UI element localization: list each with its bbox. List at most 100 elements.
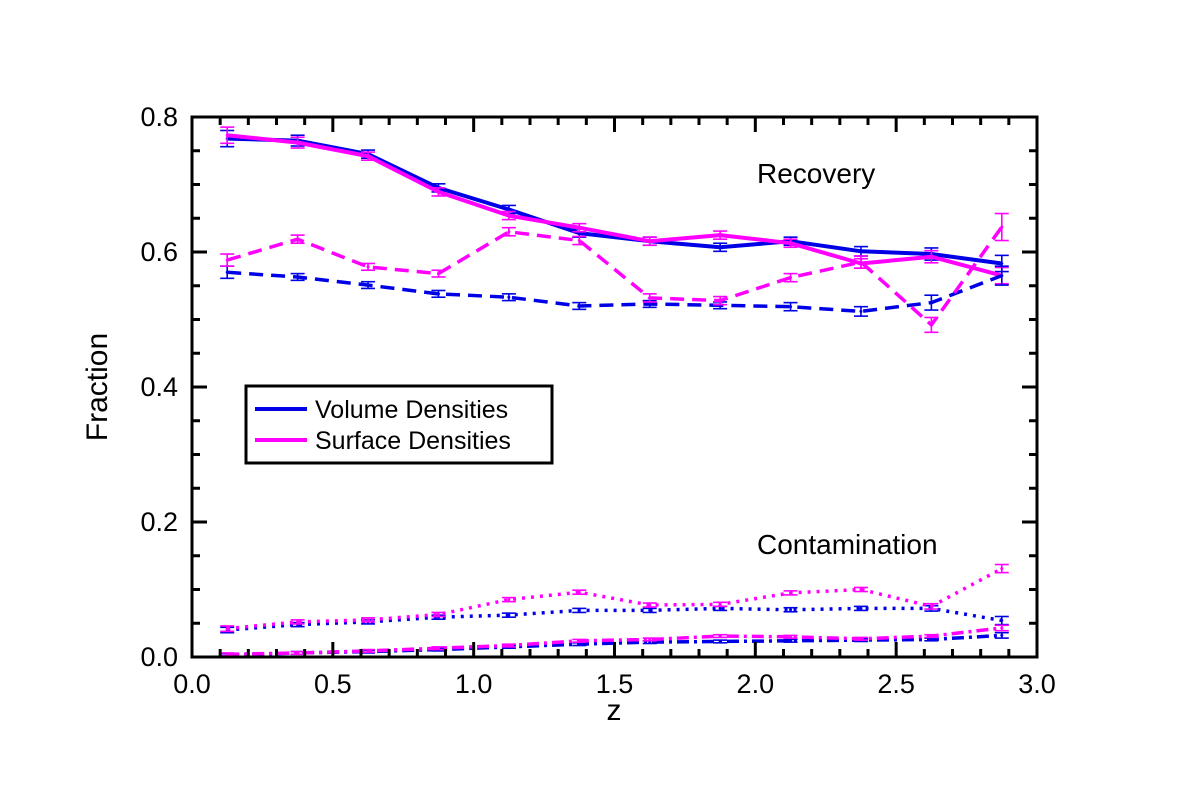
data-point — [859, 606, 863, 610]
series-1-solid — [220, 126, 1009, 285]
data-point — [436, 272, 440, 276]
legend-box — [244, 384, 554, 465]
data-point — [507, 613, 511, 617]
data-point — [296, 275, 300, 279]
data-point — [648, 302, 652, 306]
x-tick-label: 0.5 — [314, 669, 352, 699]
series-2-dashed — [220, 265, 1009, 317]
data-point — [789, 305, 793, 309]
contamination-annotation: Contamination — [757, 529, 938, 560]
x-tick-label: 2.5 — [877, 669, 915, 699]
data-point — [789, 276, 793, 280]
data-point — [225, 627, 229, 631]
data-point — [225, 652, 229, 656]
data-point — [859, 260, 863, 264]
y-tick-label: 0.4 — [140, 372, 178, 402]
legend-label-volume: Volume Densities — [315, 396, 508, 424]
series-line — [227, 606, 1003, 632]
data-point — [648, 239, 652, 243]
data-point — [366, 283, 370, 287]
data-point — [648, 608, 652, 612]
data-point — [929, 255, 933, 259]
data-point — [1000, 274, 1004, 278]
data-point — [577, 639, 581, 643]
data-point — [577, 304, 581, 308]
data-point — [859, 309, 863, 313]
data-point — [577, 226, 581, 230]
legend-label-surface: Surface Densities — [315, 427, 511, 455]
data-point — [296, 620, 300, 624]
data-point — [718, 602, 722, 606]
data-point — [366, 649, 370, 653]
data-point — [225, 258, 229, 262]
data-point — [718, 639, 722, 643]
data-point — [718, 233, 722, 237]
data-point — [366, 265, 370, 269]
series-4-dotted — [220, 604, 1009, 634]
y-axis-label: Fraction — [81, 333, 114, 441]
data-point — [648, 296, 652, 300]
series-3-dashed — [220, 212, 1009, 334]
data-point — [1000, 261, 1004, 265]
series-line — [227, 136, 1003, 266]
y-tick-label: 0.2 — [140, 507, 178, 537]
axis-layer: 0.0 0.5 1.0 1.5 2.0 2.5 3.0 0.0 0.2 0.4 0.6 0.8 — [140, 102, 1055, 699]
data-point — [225, 270, 229, 274]
series-layer — [220, 126, 1009, 658]
y-tick-label: 0.0 — [140, 642, 178, 672]
data-point — [366, 154, 370, 158]
x-tick-label: 3.0 — [1018, 669, 1056, 699]
data-point — [507, 230, 511, 234]
data-point — [577, 239, 581, 243]
series-line — [226, 225, 1004, 327]
series-5-dotted — [220, 563, 1009, 633]
data-point — [225, 133, 229, 137]
data-point — [789, 591, 793, 595]
data-point — [1000, 619, 1004, 623]
data-point — [718, 245, 722, 249]
data-point — [296, 141, 300, 145]
data-point — [507, 644, 511, 648]
data-point — [718, 606, 722, 610]
data-point — [1000, 567, 1004, 571]
data-point — [929, 634, 933, 638]
data-point — [718, 634, 722, 638]
series-line — [227, 270, 1003, 314]
series-line — [226, 133, 1003, 278]
data-point — [859, 588, 863, 591]
data-point — [1000, 225, 1004, 229]
data-point — [577, 590, 581, 594]
data-point — [648, 603, 652, 607]
data-point — [436, 612, 440, 616]
data-point — [929, 604, 933, 608]
series-line — [227, 567, 1003, 631]
y-tick-label: 0.6 — [140, 237, 178, 267]
x-tick-label: 1.5 — [596, 669, 634, 699]
data-point — [929, 301, 933, 305]
data-point — [507, 207, 511, 211]
x-tick-label: 0.0 — [173, 669, 211, 699]
data-point — [296, 237, 300, 241]
data-point — [436, 190, 440, 194]
x-tick-label: 2.0 — [737, 669, 775, 699]
data-point — [859, 249, 863, 253]
data-point — [718, 299, 722, 303]
legend: Volume Densities Surface Densities — [244, 384, 554, 465]
data-point — [507, 295, 511, 299]
data-point — [859, 637, 863, 641]
data-point — [929, 323, 933, 327]
recovery-annotation: Recovery — [757, 158, 875, 189]
data-point — [507, 214, 511, 218]
data-point — [929, 637, 933, 641]
data-point — [436, 646, 440, 650]
data-point — [507, 598, 511, 602]
data-point — [1000, 633, 1004, 637]
data-point — [789, 639, 793, 643]
data-point — [789, 635, 793, 639]
data-point — [648, 637, 652, 641]
y-tick-label: 0.8 — [140, 102, 178, 132]
data-point — [1000, 626, 1004, 630]
data-point — [577, 608, 581, 612]
x-axis-label: z — [607, 694, 622, 727]
data-point — [789, 241, 793, 245]
